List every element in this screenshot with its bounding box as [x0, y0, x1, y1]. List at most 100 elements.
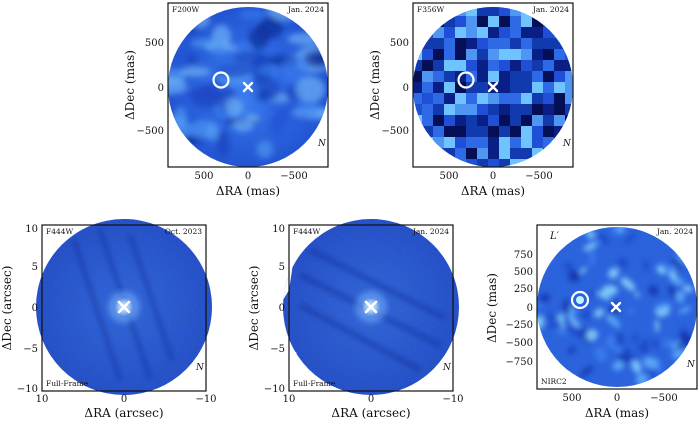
- xtick-label: 10: [36, 394, 49, 405]
- ytick-label: 500: [514, 267, 533, 278]
- panel-nirc2-compass-e: E: [667, 377, 675, 387]
- panel-f200w-filter-label: F200W: [172, 5, 200, 14]
- xtick-label: −500: [650, 393, 677, 404]
- panel-f356w-xlabel: ΔRA (mas): [461, 184, 525, 198]
- panel-nirc2-filter-label: L′: [549, 231, 560, 242]
- panel-f444w-oct2023-compass: [184, 364, 199, 379]
- ytick-label: −10: [17, 384, 38, 395]
- ytick-label: 0: [527, 303, 533, 314]
- ytick-label: 0: [403, 83, 409, 94]
- xtick-label: 10: [283, 394, 296, 405]
- ytick-label: 500: [145, 38, 164, 49]
- panel-f444w-jan2024-compass: [431, 364, 446, 379]
- panel-f444w-oct2023-xticks: 10 0 −10: [36, 394, 217, 405]
- panel-f356w-frame: [412, 2, 574, 168]
- panel-nirc2-compass: [675, 361, 690, 376]
- xtick-label: 0: [245, 171, 251, 182]
- panel-f200w-compass-n: N: [317, 139, 327, 149]
- ytick-label: 5: [279, 262, 285, 273]
- panel-f444w-jan2024-yticks: 10 5 0 −5 −10: [264, 224, 285, 395]
- panel-f356w-filter-label: F356W: [417, 5, 445, 14]
- panel-f356w-compass: [551, 139, 566, 154]
- panel-nirc2-compass-n: N: [686, 360, 696, 370]
- panel-f200w-date-label: Jan. 2024: [287, 5, 324, 14]
- panel-f444w-jan2024-footer: Full-Frame: [293, 379, 336, 388]
- ytick-label: −500: [137, 126, 164, 137]
- panel-f200w-ylabel: ΔDec (mas): [123, 50, 137, 120]
- panel-f444w-jan2024-frame: [288, 224, 454, 392]
- ytick-label: −500: [382, 126, 409, 137]
- panel-f200w-companion-circle: [212, 71, 230, 89]
- panel-f356w-date-label: Jan. 2024: [532, 5, 569, 14]
- panel-f444w-jan2024: F444W Jan. 2024 Full-Frame N E 10 5 0 −5…: [247, 219, 464, 420]
- ytick-label: −250: [506, 320, 533, 331]
- panel-f444w-jan2024-star-cross: [364, 300, 378, 314]
- panel-f444w-oct2023-ylabel: ΔDec (arcsec): [0, 266, 14, 351]
- panel-nirc2-star-cross: [610, 301, 622, 313]
- panel-f444w-jan2024-xlabel: ΔRA (arcsec): [331, 406, 410, 420]
- panel-f356w-compass-n: N: [562, 139, 572, 149]
- ytick-label: 750: [514, 250, 533, 261]
- panel-nirc2-footer: NIRC2: [541, 377, 567, 386]
- panel-f444w-jan2024-compass-e: E: [423, 379, 431, 389]
- panel-f200w-xlabel: ΔRA (mas): [216, 184, 280, 198]
- xtick-label: −500: [280, 171, 307, 182]
- panel-f200w-frame: [167, 2, 329, 168]
- panel-nirc2-xlabel: ΔRA (mas): [585, 406, 649, 420]
- panel-f444w-oct2023-star-cross: [117, 300, 131, 314]
- panel-f444w-jan2024-ylabel: ΔDec (arcsec): [247, 266, 261, 351]
- ytick-label: 0: [32, 303, 38, 314]
- xtick-label: 500: [439, 171, 458, 182]
- panel-f444w-jan2024-date-label: Jan. 2024: [412, 227, 449, 236]
- xtick-label: −500: [525, 171, 552, 182]
- xtick-label: 500: [562, 393, 581, 404]
- panel-f356w-companion-circle: [457, 71, 475, 89]
- panel-f200w: F200W Jan. 2024 N E 500 0 −500 500 0 −50…: [123, 2, 329, 198]
- panel-nirc2-frame: [536, 224, 698, 390]
- ytick-label: 5: [32, 262, 38, 273]
- panel-f200w-yticks: 500 0 −500: [137, 38, 164, 137]
- xtick-label: −10: [195, 394, 216, 405]
- panel-f444w-oct2023-footer: Full-Frame: [46, 379, 89, 388]
- panel-f444w-jan2024-xticks: 10 0 −10: [283, 394, 464, 405]
- panel-f444w-oct2023-yticks: 10 5 0 −5 −10: [17, 224, 38, 395]
- panel-f444w-jan2024-compass-n: N: [442, 363, 452, 373]
- ytick-label: 0: [158, 83, 164, 94]
- panel-nirc2-companion-circle: [570, 290, 590, 310]
- panel-f356w-ylabel: ΔDec (mas): [368, 50, 382, 120]
- panel-nirc2-date-label: Jan. 2024: [656, 227, 693, 236]
- panel-f444w-oct2023: F444W Oct. 2023 Full-Frame N E 10 5 0 −5…: [0, 219, 217, 420]
- xtick-label: 500: [194, 171, 213, 182]
- panel-f356w-compass-e: E: [544, 155, 552, 165]
- ytick-label: −750: [506, 357, 533, 368]
- panel-f200w-compass-e: E: [299, 155, 307, 165]
- xtick-label: 0: [368, 394, 374, 405]
- xtick-label: 0: [614, 393, 620, 404]
- ytick-label: 500: [390, 38, 409, 49]
- panel-f356w: F356W Jan. 2024 N E 500 0 −500 500 0 −50…: [368, 2, 574, 198]
- panel-f444w-oct2023-compass-e: E: [176, 379, 184, 389]
- panel-nirc2-ylabel: ΔDec (mas): [485, 273, 499, 343]
- panel-f444w-oct2023-date-label: Oct. 2023: [165, 227, 202, 236]
- panel-nirc2-xticks: 500 0 −500: [562, 393, 677, 404]
- xtick-label: −10: [442, 394, 463, 405]
- ytick-label: −5: [270, 344, 285, 355]
- panel-f444w-oct2023-xlabel: ΔRA (arcsec): [84, 406, 163, 420]
- panel-nirc2: L′ Jan. 2024 NIRC2 N E 750 500 250 0 −25…: [485, 224, 698, 420]
- ytick-label: 10: [25, 224, 38, 235]
- panel-f356w-xticks: 500 0 −500: [439, 171, 552, 182]
- panel-f444w-oct2023-frame: [41, 224, 207, 392]
- panel-f356w-star-cross: [487, 81, 499, 93]
- panel-f200w-xticks: 500 0 −500: [194, 171, 307, 182]
- ytick-label: 10: [272, 224, 285, 235]
- panel-f444w-oct2023-filter-label: F444W: [46, 227, 74, 236]
- panel-f444w-oct2023-compass-n: N: [195, 363, 205, 373]
- ytick-label: 0: [279, 303, 285, 314]
- ytick-label: −5: [23, 344, 38, 355]
- panel-f200w-compass: [306, 139, 321, 154]
- panel-f444w-jan2024-filter-label: F444W: [293, 227, 321, 236]
- panel-f356w-yticks: 500 0 −500: [382, 38, 409, 137]
- panel-nirc2-yticks: 750 500 250 0 −250 −500 −750: [506, 250, 533, 368]
- panel-f200w-star-cross: [242, 81, 254, 93]
